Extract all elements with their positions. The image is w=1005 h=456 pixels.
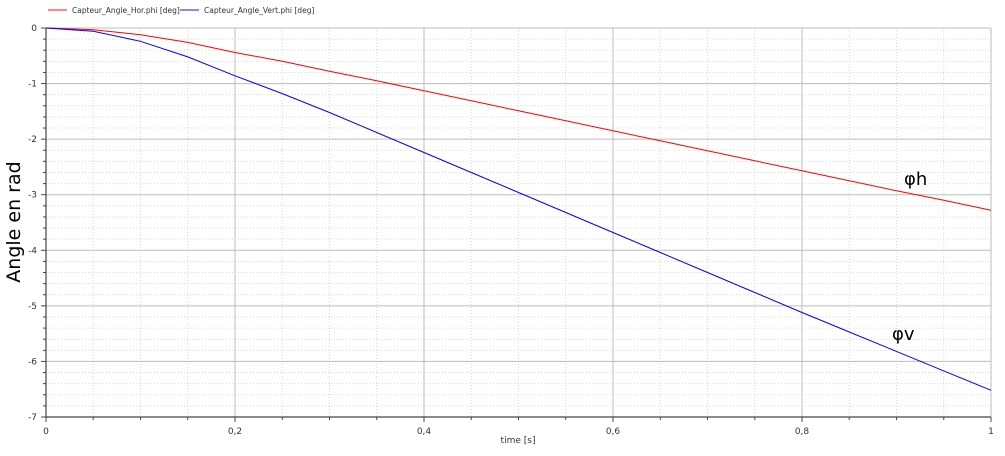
axes bbox=[41, 27, 992, 422]
y-tick-label: -2 bbox=[28, 135, 37, 145]
x-tick-label: 0,4 bbox=[417, 427, 432, 437]
legend: Capteur_Angle_Hor.phi [deg] Capteur_Angl… bbox=[48, 6, 314, 15]
series-line-hor bbox=[45, 27, 992, 211]
x-tick-label: 0,2 bbox=[228, 427, 242, 437]
y-tick-label: -6 bbox=[28, 357, 37, 367]
x-tick-label: 0 bbox=[43, 427, 49, 437]
annotation-phi-v: φv bbox=[892, 324, 915, 345]
y-tick-label: -5 bbox=[28, 302, 37, 312]
y-tick-labels: 0 -1 -2 -3 -4 -5 -6 -7 bbox=[28, 24, 37, 423]
x-tick-label: 1 bbox=[988, 427, 994, 437]
x-axis-label: time [s] bbox=[501, 436, 536, 446]
x-tick-label: 0,8 bbox=[795, 427, 810, 437]
grid bbox=[46, 27, 992, 417]
y-tick-label: -7 bbox=[28, 413, 37, 423]
y-tick-label: -4 bbox=[28, 246, 37, 256]
series-line-vert bbox=[45, 27, 992, 391]
y-tick-label: 0 bbox=[31, 24, 37, 34]
y-tick-label: -3 bbox=[28, 191, 37, 201]
legend-label-hor: Capteur_Angle_Hor.phi [deg] bbox=[72, 6, 180, 15]
y-tick-label: -1 bbox=[28, 80, 37, 90]
series-lines bbox=[45, 27, 992, 391]
y-axis-label: Angle en rad bbox=[3, 161, 25, 282]
x-tick-labels: 0 0,2 0,4 0,6 0,8 1 bbox=[43, 427, 994, 437]
legend-label-vert: Capteur_Angle_Vert.phi [deg] bbox=[204, 6, 314, 15]
x-tick-label: 0,6 bbox=[606, 427, 621, 437]
annotation-phi-h: φh bbox=[904, 169, 927, 190]
